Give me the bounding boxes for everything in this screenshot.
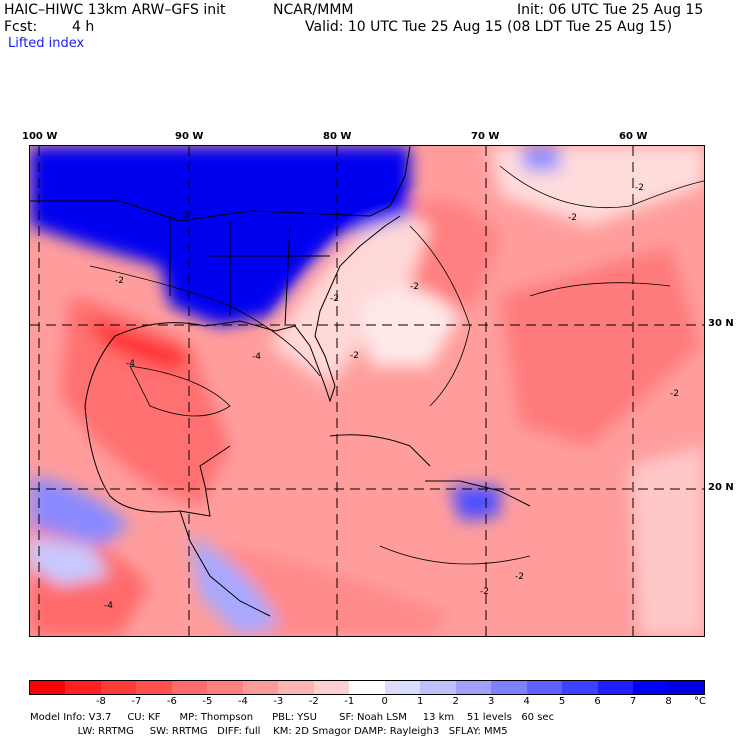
- contour-label: -2: [180, 211, 189, 221]
- lon-label-60w: 60 W: [619, 131, 648, 142]
- colorbar-tick-label: 6: [594, 696, 601, 707]
- model-title: HAIC–HIWC 13km ARW–GFS init: [4, 2, 226, 18]
- contour-label: -2: [480, 587, 489, 597]
- contour-label: -4: [104, 601, 113, 611]
- forecast-hours: 4 h: [72, 19, 95, 35]
- colorbar-swatch: [30, 681, 66, 694]
- colorbar-swatch: [242, 681, 279, 694]
- colorbar-swatch: [562, 681, 598, 694]
- contour-lines: [89, 165, 704, 565]
- colorbar-tick-label: 8: [665, 696, 672, 707]
- colorbar-tick-label: 1: [417, 696, 424, 707]
- coastlines: [30, 146, 531, 617]
- field-name: Lifted index: [8, 36, 85, 51]
- colorbar-tick-label: 7: [629, 696, 637, 707]
- colorbar-tick-label: 2: [452, 696, 459, 707]
- lifted-index-map: -2 -2 -2 -2 -2 -2 -2 -4 -4 -2 -4 -2 -2: [29, 145, 705, 637]
- lon-label-70w: 70 W: [471, 131, 500, 142]
- lat-label-30n: 30 N: [708, 318, 734, 329]
- colorbar-tick-label: 3: [487, 696, 495, 707]
- lat-label-20n: 20 N: [708, 482, 734, 493]
- colorbar-swatch: [278, 681, 314, 694]
- colorbar-swatch: [65, 681, 101, 694]
- colorbar-tick-label: -4: [237, 696, 248, 707]
- colorbar-swatch: [136, 681, 172, 694]
- colorbar-swatch: [668, 681, 704, 694]
- colorbar-tick-label: -3: [273, 696, 284, 707]
- model-info-line2: LW: RRTMG SW: RRTMG DIFF: full KM: 2D Sm…: [30, 726, 508, 737]
- forecast-label: Fcst:: [4, 19, 38, 35]
- colorbar: [29, 680, 705, 695]
- contour-label: -2: [670, 389, 679, 399]
- model-info-line1: Model Info: V3.7 CU: KF MP: Thompson PBL…: [30, 712, 555, 723]
- colorbar-tick-label: -5: [202, 696, 213, 707]
- contour-label: -2: [350, 351, 359, 361]
- colorbar-unit: °C: [694, 696, 706, 707]
- lon-label-90w: 90 W: [175, 131, 204, 142]
- colorbar-tick-label: 0: [381, 696, 388, 707]
- contour-label-group: -2 -2 -2 -2 -2 -2 -2 -4 -4 -2 -4 -2 -2: [104, 183, 679, 611]
- colorbar-tick-label: 4: [523, 696, 530, 707]
- map-canvas: -2 -2 -2 -2 -2 -2 -2 -4 -4 -2 -4 -2 -2: [30, 146, 704, 636]
- valid-time: Valid: 10 UTC Tue 25 Aug 15 (08 LDT Tue …: [305, 19, 673, 35]
- colorbar-swatch: [207, 681, 243, 694]
- colorbar-swatch: [455, 681, 492, 694]
- init-time: Init: 06 UTC Tue 25 Aug 15: [517, 2, 704, 18]
- center-label: NCAR/MMM: [273, 2, 354, 18]
- contour-label: -2: [410, 282, 419, 292]
- colorbar-swatch: [491, 681, 527, 694]
- colorbar-tick-label: -2: [308, 696, 319, 707]
- colorbar-tick-label: 5: [558, 696, 566, 707]
- lon-label-80w: 80 W: [323, 131, 352, 142]
- colorbar-swatch: [100, 681, 137, 694]
- colorbar-swatch: [597, 681, 633, 694]
- colorbar-swatch: [632, 681, 669, 694]
- colorbar-swatch: [384, 681, 421, 694]
- colorbar-tick-label: -6: [166, 696, 177, 707]
- contour-label: -2: [515, 572, 524, 582]
- contour-label: -4: [126, 359, 135, 369]
- contour-label: -2: [635, 183, 644, 193]
- contour-label: -2: [115, 276, 124, 286]
- lat-lon-grid: [30, 146, 704, 636]
- colorbar-swatch: [526, 681, 563, 694]
- colorbar-tick-label: -7: [131, 696, 142, 707]
- contour-label: -2: [568, 213, 577, 223]
- colorbar-swatch: [349, 681, 385, 694]
- contour-label: -2: [330, 294, 339, 304]
- colorbar-tick-label: -8: [95, 696, 106, 707]
- colorbar-swatch: [313, 681, 350, 694]
- contour-label: -4: [252, 352, 261, 362]
- colorbar-tick-label: -1: [344, 696, 355, 707]
- lon-label-100w: 100 W: [22, 131, 58, 142]
- colorbar-swatch: [171, 681, 208, 694]
- colorbar-swatch: [420, 681, 456, 694]
